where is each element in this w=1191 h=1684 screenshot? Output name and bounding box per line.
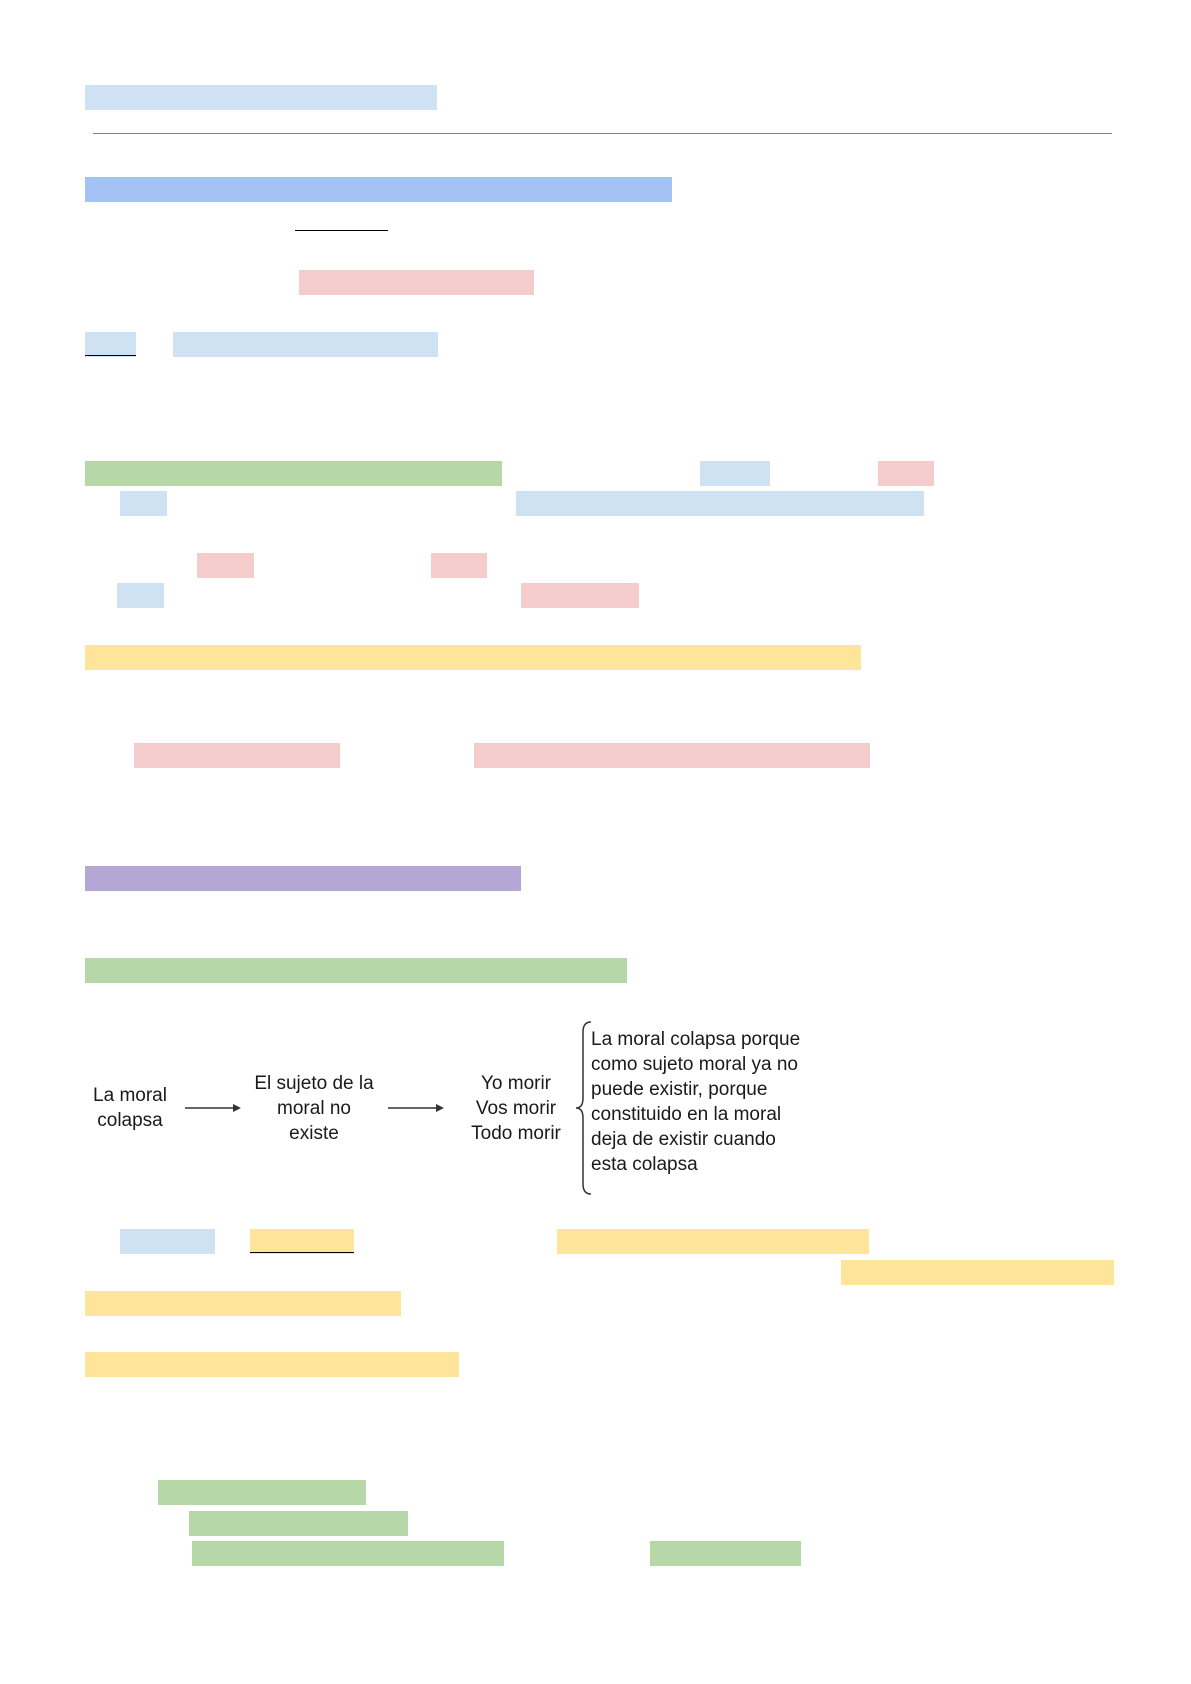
text-highlight xyxy=(474,743,870,768)
diagram-explanation: La moral colapsa porque como sujeto mora… xyxy=(591,1029,801,1175)
text-highlight xyxy=(700,461,770,486)
title-highlight xyxy=(85,85,437,110)
text-highlight xyxy=(557,1229,869,1254)
arrow-right-icon xyxy=(388,1104,444,1112)
text-highlight xyxy=(85,958,627,983)
text-highlight xyxy=(521,583,639,608)
underlined-word xyxy=(295,230,388,231)
underlined-word xyxy=(250,1252,354,1253)
text-highlight xyxy=(431,553,487,578)
underlined-word xyxy=(85,355,136,356)
section-heading-highlight xyxy=(85,866,521,891)
text-highlight xyxy=(85,1352,459,1377)
text-highlight xyxy=(85,645,861,670)
text-highlight xyxy=(650,1541,801,1566)
curly-brace-icon xyxy=(575,1021,592,1195)
diagram-step-everything-dies: Yo morir Vos morir Todo morir xyxy=(471,1073,561,1144)
text-highlight xyxy=(120,491,167,516)
text-highlight xyxy=(85,332,136,357)
text-highlight xyxy=(120,1229,215,1254)
text-highlight xyxy=(841,1260,1114,1285)
diagram-step-moral-collapses: La moral colapsa xyxy=(93,1085,167,1131)
text-highlight xyxy=(189,1511,408,1536)
text-highlight xyxy=(250,1229,354,1254)
text-highlight xyxy=(197,553,254,578)
arrow-right-icon xyxy=(185,1104,241,1112)
text-highlight xyxy=(173,332,438,357)
text-highlight xyxy=(299,270,534,295)
text-highlight xyxy=(516,491,924,516)
diagram-step-subject-not-exist: El sujeto de la moral no existe xyxy=(254,1073,374,1144)
section-heading-highlight xyxy=(85,177,672,202)
text-highlight xyxy=(85,1291,401,1316)
text-highlight xyxy=(117,583,164,608)
text-highlight xyxy=(134,743,340,768)
text-highlight xyxy=(85,461,502,486)
header-divider xyxy=(93,133,1112,134)
text-highlight xyxy=(878,461,934,486)
text-highlight xyxy=(158,1480,366,1505)
text-highlight xyxy=(192,1541,504,1566)
